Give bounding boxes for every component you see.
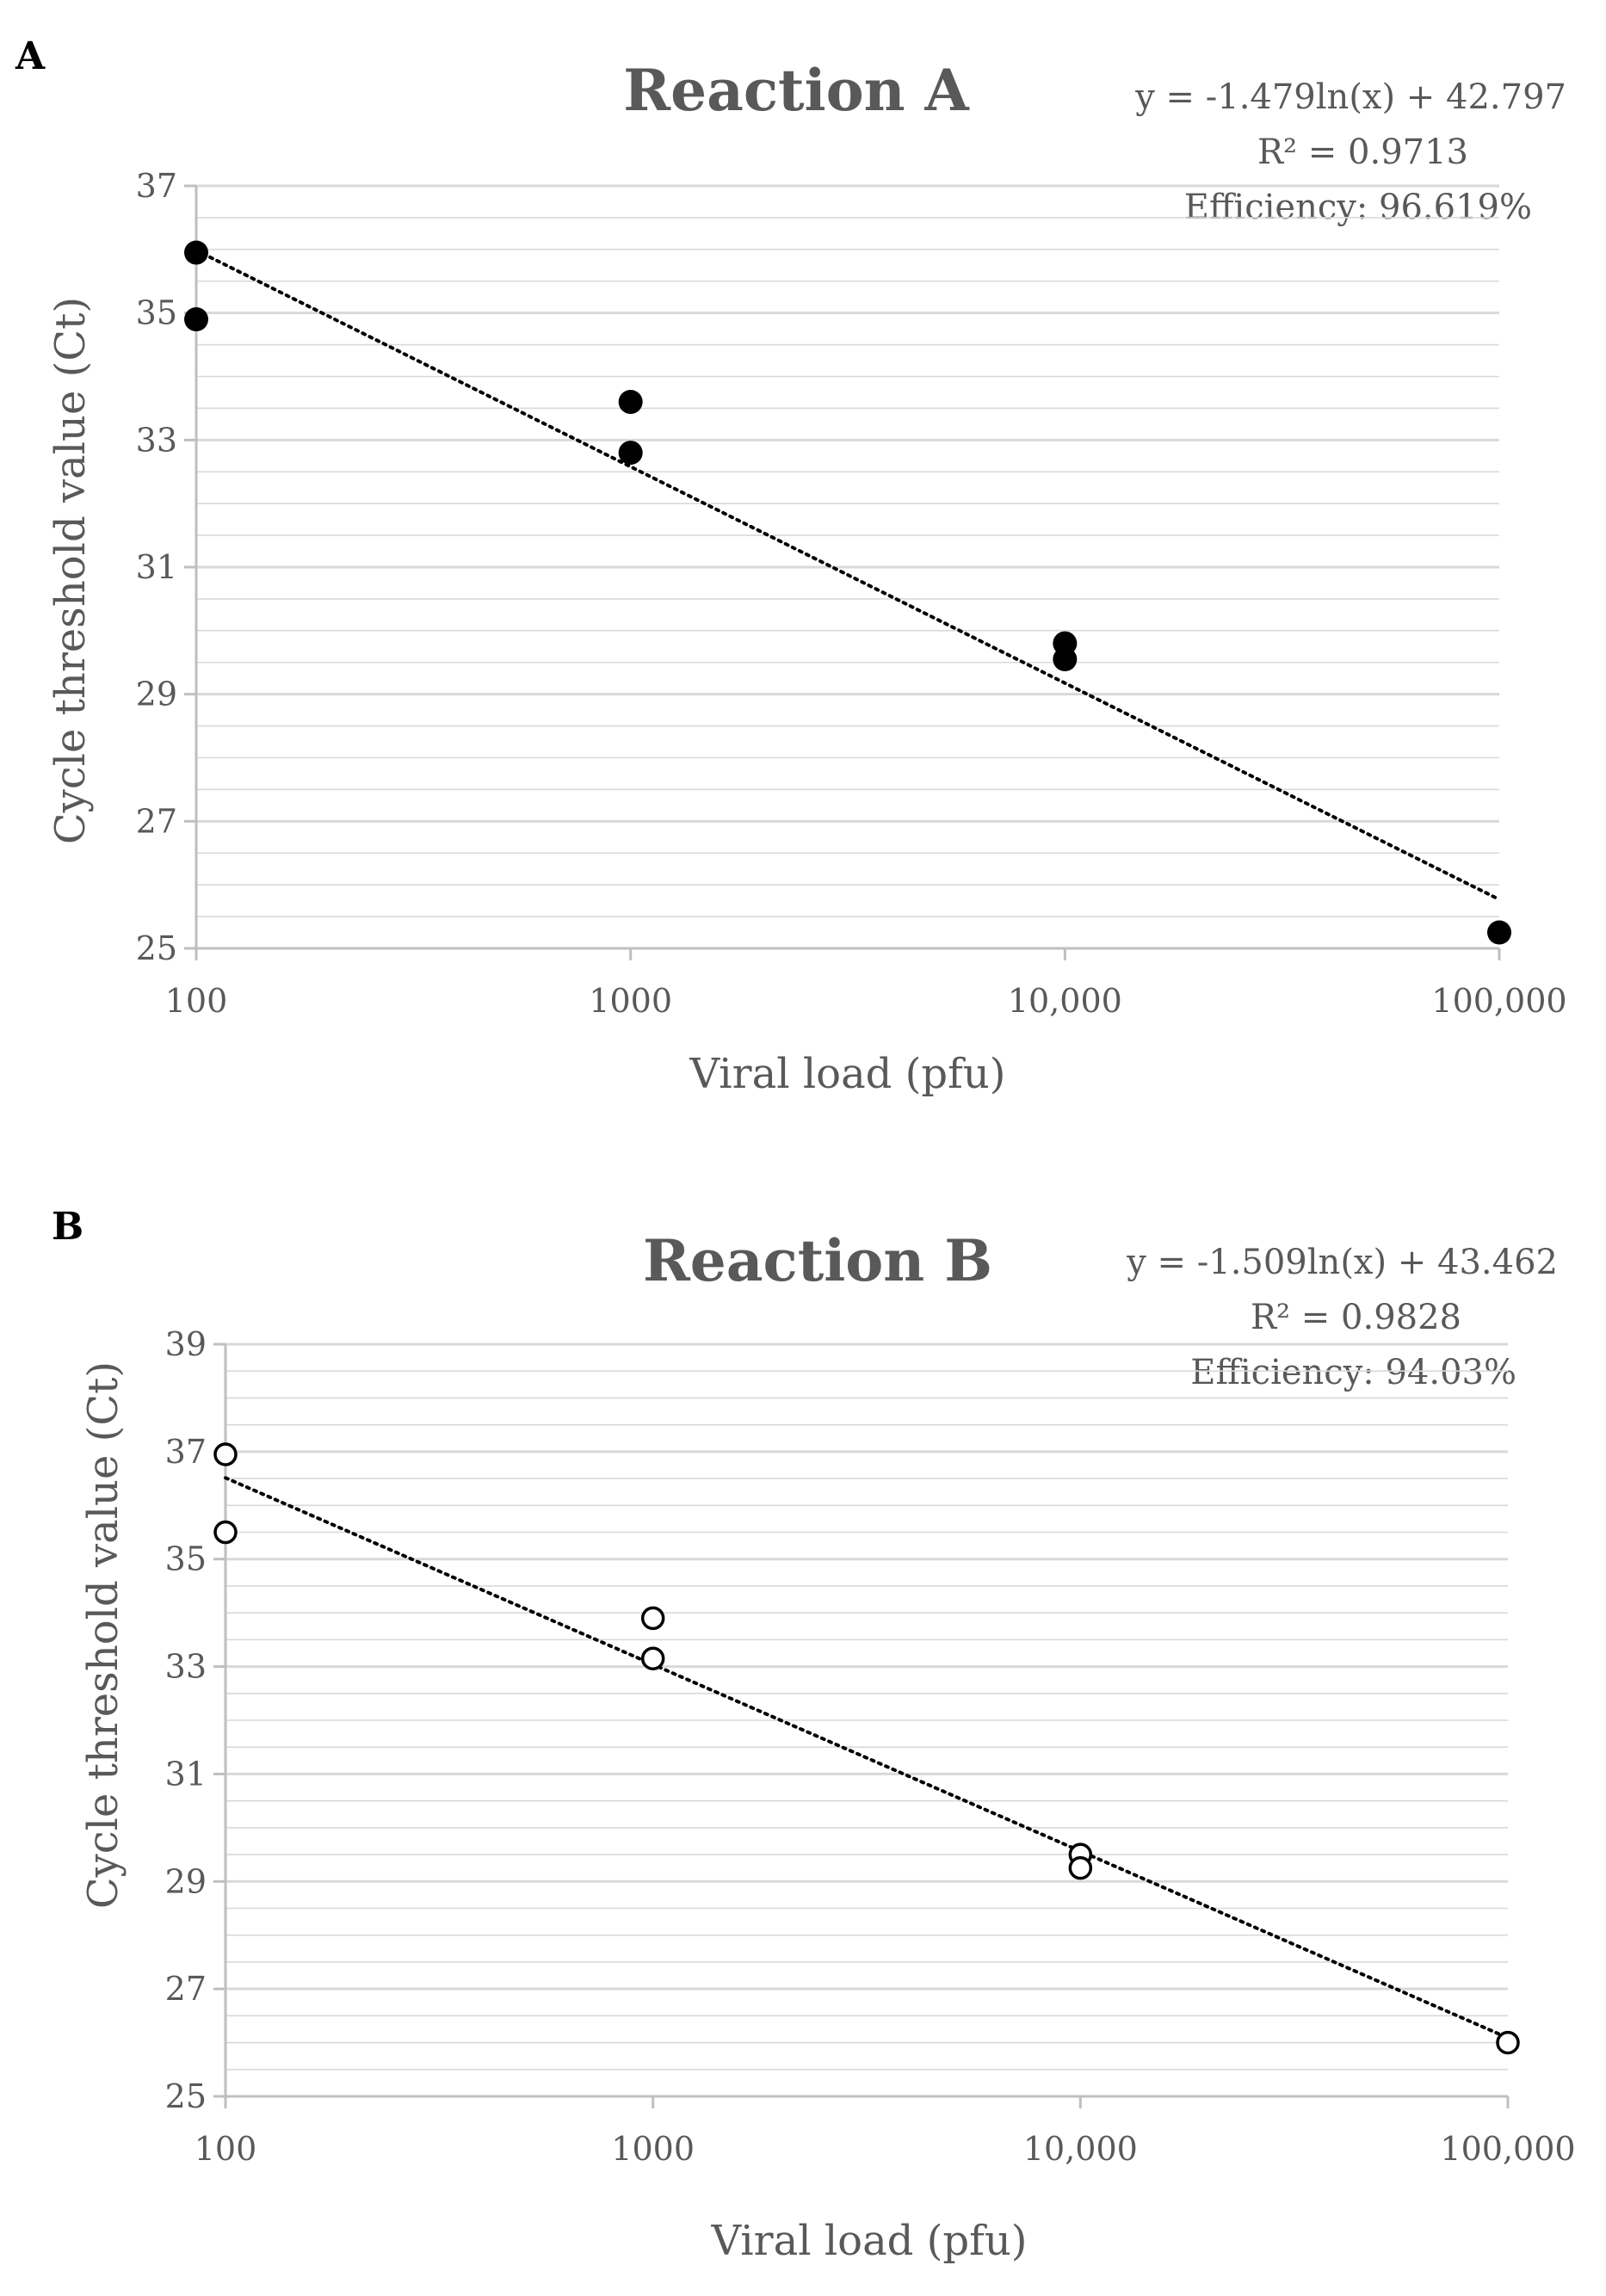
trendline xyxy=(224,1476,1510,2040)
x-tick-label: 10,000 xyxy=(1023,2130,1138,2168)
y-tick-label: 39 xyxy=(165,1325,207,1363)
chart-panel-b: B Reaction B y = -1.509ln(x) + 43.462 R²… xyxy=(0,1148,1606,2296)
data-point xyxy=(184,307,208,332)
r-squared-value: R² = 0.9713 xyxy=(1257,133,1468,172)
x-tick-label: 1000 xyxy=(589,982,672,1020)
y-tick-label: 27 xyxy=(165,1970,207,2008)
y-tick-label: 33 xyxy=(165,1648,207,1686)
efficiency-value: Efficiency: 96.619% xyxy=(1183,188,1532,227)
x-tick-label: 100,000 xyxy=(1440,2130,1575,2168)
trendline xyxy=(195,248,1501,902)
y-tick-label: 31 xyxy=(136,548,177,586)
y-tick-label: 27 xyxy=(136,802,177,840)
data-point xyxy=(1487,920,1511,945)
gridlines xyxy=(196,184,1499,917)
panel-label: B xyxy=(52,1205,84,1249)
y-tick-label: 37 xyxy=(136,167,177,205)
x-axis-title: Viral load (pfu) xyxy=(711,2217,1028,2265)
chart-title: Reaction A xyxy=(623,57,969,124)
x-tick-label: 100 xyxy=(195,2130,257,2168)
data-point xyxy=(213,1520,238,1545)
y-tick-label: 25 xyxy=(136,929,177,967)
gridlines xyxy=(225,1342,1508,2071)
data-point xyxy=(1053,647,1078,672)
x-tick-label: 100 xyxy=(165,982,228,1020)
data-point xyxy=(1496,2030,1520,2055)
trendline-equation: y = -1.479ln(x) + 42.797 xyxy=(1135,77,1566,117)
y-tick-label: 33 xyxy=(136,421,177,459)
chart-panel-a: A Reaction A y = -1.479ln(x) + 42.797 R²… xyxy=(15,34,1567,1098)
y-tick-label: 31 xyxy=(165,1755,207,1793)
panel-label: A xyxy=(15,34,46,78)
chart-title: Reaction B xyxy=(642,1227,993,1294)
data-point xyxy=(640,1646,665,1670)
x-tick-label: 10,000 xyxy=(1008,982,1122,1020)
data-point xyxy=(184,240,208,265)
x-tick-label: 100,000 xyxy=(1431,982,1566,1020)
y-tick-label: 35 xyxy=(136,294,177,332)
x-axis-title: Viral load (pfu) xyxy=(689,1050,1006,1098)
y-tick-label: 35 xyxy=(165,1540,207,1578)
efficiency-value: Efficiency: 94.03% xyxy=(1190,1353,1516,1392)
r-squared-value: R² = 0.9828 xyxy=(1250,1298,1461,1337)
data-point xyxy=(213,1442,238,1466)
y-tick-label: 37 xyxy=(165,1433,207,1471)
plot-area: 25 27 29 31 33 35 37 100 1000 10,000 100,000 xyxy=(136,167,1567,1020)
y-tick-label: 29 xyxy=(136,676,177,713)
trendline-equation: y = -1.509ln(x) + 43.462 xyxy=(1127,1243,1558,1282)
y-tick-label: 29 xyxy=(165,1862,207,1900)
data-point xyxy=(1068,1855,1093,1880)
data-point xyxy=(618,390,643,415)
data-point xyxy=(618,441,643,466)
plot-area: 25 27 29 31 33 35 37 39 100 1000 10,000 100,000 xyxy=(165,1325,1576,2168)
x-tick-label: 1000 xyxy=(611,2130,695,2168)
y-tick-label: 25 xyxy=(165,2077,207,2115)
data-point xyxy=(640,1606,665,1631)
